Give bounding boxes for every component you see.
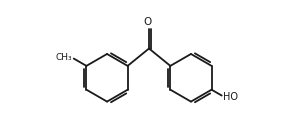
Text: CH₃: CH₃ xyxy=(55,53,72,62)
Text: HO: HO xyxy=(223,91,238,102)
Text: O: O xyxy=(143,17,152,27)
